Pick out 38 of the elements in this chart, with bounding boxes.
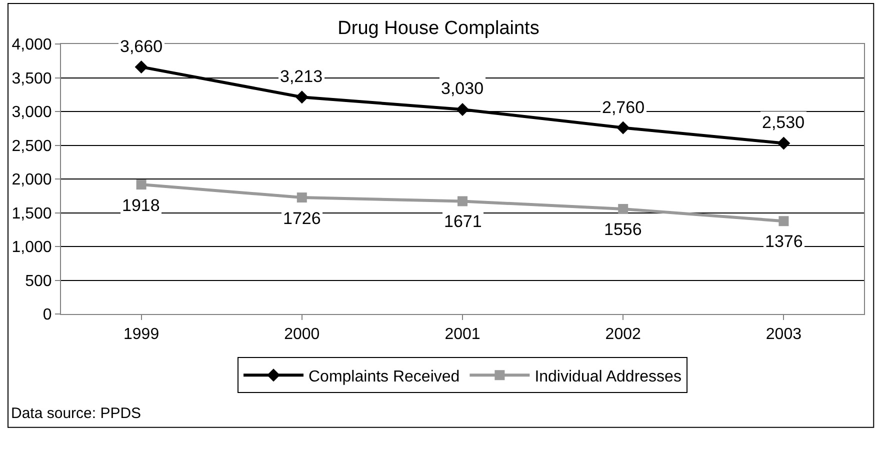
data-label: 1671 — [444, 212, 482, 231]
y-tick-label: 1,500 — [12, 205, 52, 222]
data-label: 3,213 — [280, 67, 323, 86]
y-tick-label: 500 — [25, 272, 52, 290]
x-tick-label: 1999 — [124, 326, 160, 344]
x-tick-label: 2002 — [605, 326, 641, 344]
x-tick-label: 2003 — [766, 326, 802, 344]
legend-label: Complaints Received — [308, 368, 460, 386]
legend-label: Individual Addresses — [534, 368, 682, 386]
point — [618, 204, 628, 214]
y-tick-label: 0 — [42, 306, 52, 324]
point — [136, 180, 146, 190]
x-tick-label: 2001 — [444, 326, 480, 344]
chart-title: Drug House Complaints — [338, 18, 540, 40]
data-label: 1726 — [283, 209, 321, 228]
y-tick-label: 3,000 — [12, 104, 52, 122]
data-label: 1376 — [765, 232, 803, 251]
point — [458, 196, 468, 206]
data-label: 1556 — [604, 220, 642, 239]
point — [456, 102, 469, 116]
data-label: 3,660 — [120, 37, 163, 56]
y-tick-label: 2,000 — [12, 172, 52, 189]
data-label: 3,030 — [441, 79, 484, 98]
x-tick-label: 2000 — [284, 326, 320, 344]
data-label: 2,760 — [602, 98, 645, 117]
point — [616, 121, 630, 134]
point — [296, 192, 307, 202]
point — [134, 60, 148, 74]
source-note: Data source: PPDS — [11, 405, 142, 422]
point — [777, 136, 790, 150]
y-tick-label: 2,500 — [12, 138, 52, 155]
y-tick-label: 1,000 — [12, 239, 52, 256]
data-label: 1918 — [122, 196, 160, 215]
point — [295, 90, 308, 104]
y-tick-label: 3,500 — [12, 70, 52, 88]
data-label: 2,530 — [762, 113, 805, 132]
y-tick-label: 4,000 — [12, 36, 52, 54]
point — [778, 216, 789, 226]
